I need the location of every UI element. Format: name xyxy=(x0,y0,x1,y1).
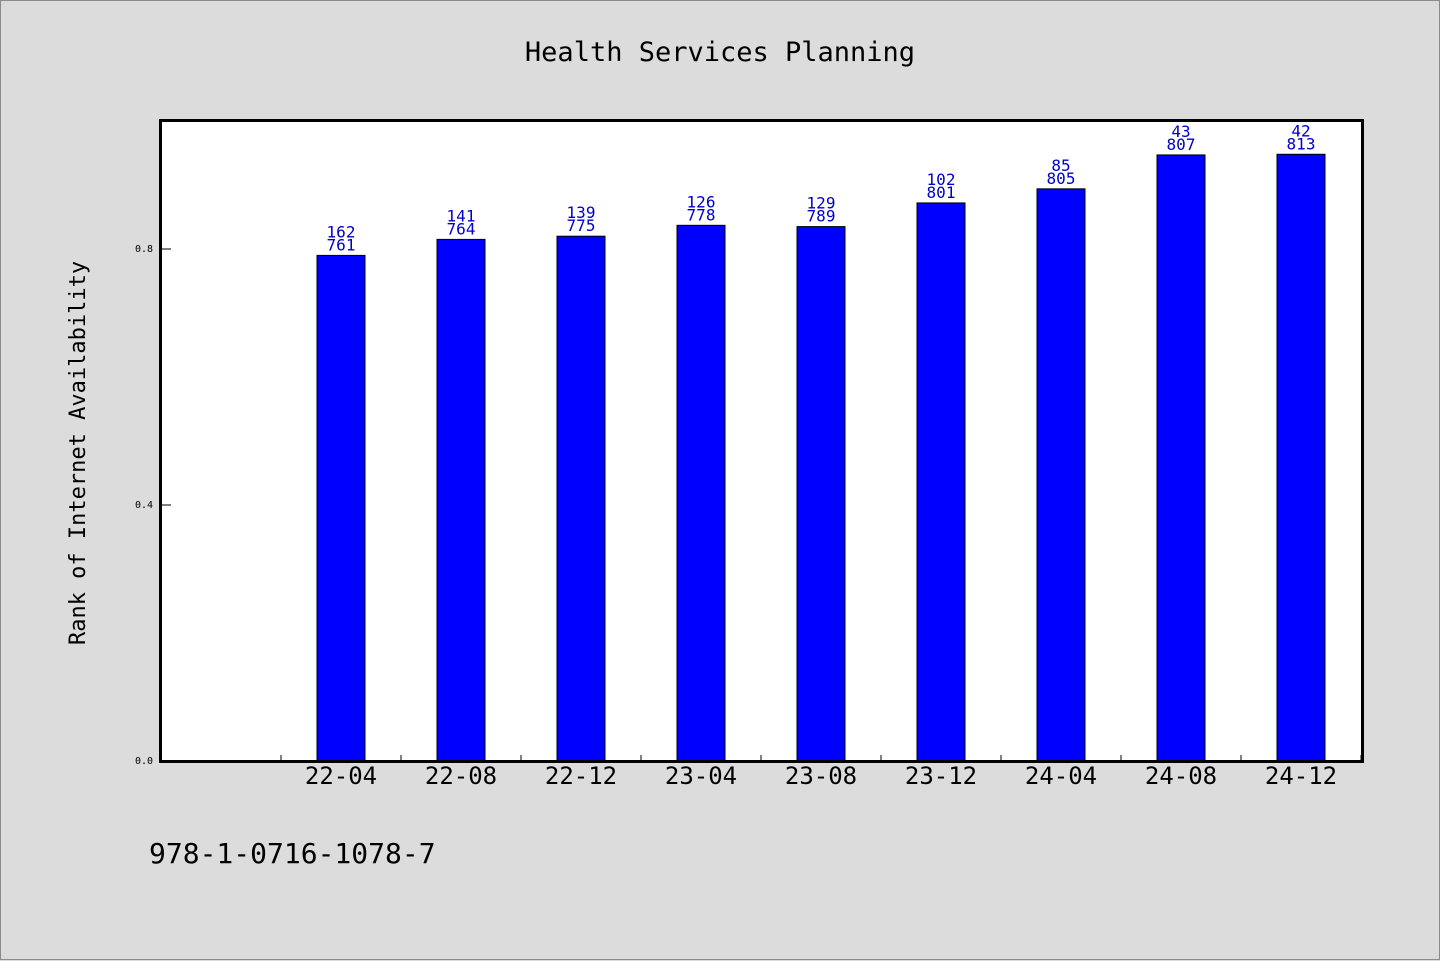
bar-label-top: 139 xyxy=(567,203,596,222)
bar-label-bottom: 761 xyxy=(327,235,356,254)
bar-24-08 xyxy=(1156,154,1206,762)
x-tick-label: 22-12 xyxy=(545,762,617,790)
x-tick-label: 22-04 xyxy=(305,762,377,790)
bar-label-top: 162 xyxy=(327,222,356,241)
bar-23-08 xyxy=(796,226,846,762)
bar-22-12 xyxy=(556,235,606,762)
bar-label-top: 126 xyxy=(687,192,716,211)
chart-title: Health Services Planning xyxy=(525,37,915,68)
bar-label-top: 129 xyxy=(807,194,836,213)
y-tick-label: 0.4 xyxy=(135,500,153,511)
bar-24-04 xyxy=(1036,188,1086,762)
bar-label-top: 42 xyxy=(1291,121,1310,140)
x-tick-label: 24-12 xyxy=(1265,762,1337,790)
x-tick-label: 23-04 xyxy=(665,762,737,790)
bar-23-12 xyxy=(916,202,966,762)
bar-label-bottom: 801 xyxy=(927,183,956,202)
bar-label-bottom: 805 xyxy=(1047,169,1076,188)
x-tick-label: 24-04 xyxy=(1025,762,1097,790)
bar-labels-group: 1627611417641397751267781297891028018580… xyxy=(327,121,1316,254)
bar-22-04 xyxy=(316,254,366,762)
x-tick-label: 24-08 xyxy=(1145,762,1217,790)
bar-label-bottom: 789 xyxy=(807,207,836,226)
y-tick-label: 0.8 xyxy=(135,244,153,255)
bar-label-bottom: 778 xyxy=(687,205,716,224)
bar-label-top: 43 xyxy=(1171,122,1190,141)
y-tick-label: 0.0 xyxy=(135,756,153,767)
bar-label-bottom: 813 xyxy=(1287,134,1316,153)
x-tick-label: 23-12 xyxy=(905,762,977,790)
bar-label-bottom: 775 xyxy=(567,216,596,235)
bar-label-bottom: 807 xyxy=(1167,135,1196,154)
x-tick-label: 23-08 xyxy=(785,762,857,790)
bar-label-top: 85 xyxy=(1051,156,1070,175)
bar-23-04 xyxy=(676,224,726,762)
y-axis-label: Rank of Internet Availability xyxy=(66,261,91,645)
x-tick-label: 22-08 xyxy=(425,762,497,790)
bars-group xyxy=(316,153,1326,762)
plot-border xyxy=(159,119,1364,763)
bar-label-bottom: 764 xyxy=(447,219,476,238)
bar-label-top: 141 xyxy=(447,206,476,225)
footer-code: 978-1-0716-1078-7 xyxy=(149,837,436,870)
bar-24-12 xyxy=(1276,153,1326,762)
bar-22-08 xyxy=(436,238,486,762)
x-axis-ticks: 22-04 22-08 22-12 23-04 23-08 23-12 24-04 24-08… xyxy=(280,755,1362,790)
bar-label-top: 102 xyxy=(927,170,956,189)
